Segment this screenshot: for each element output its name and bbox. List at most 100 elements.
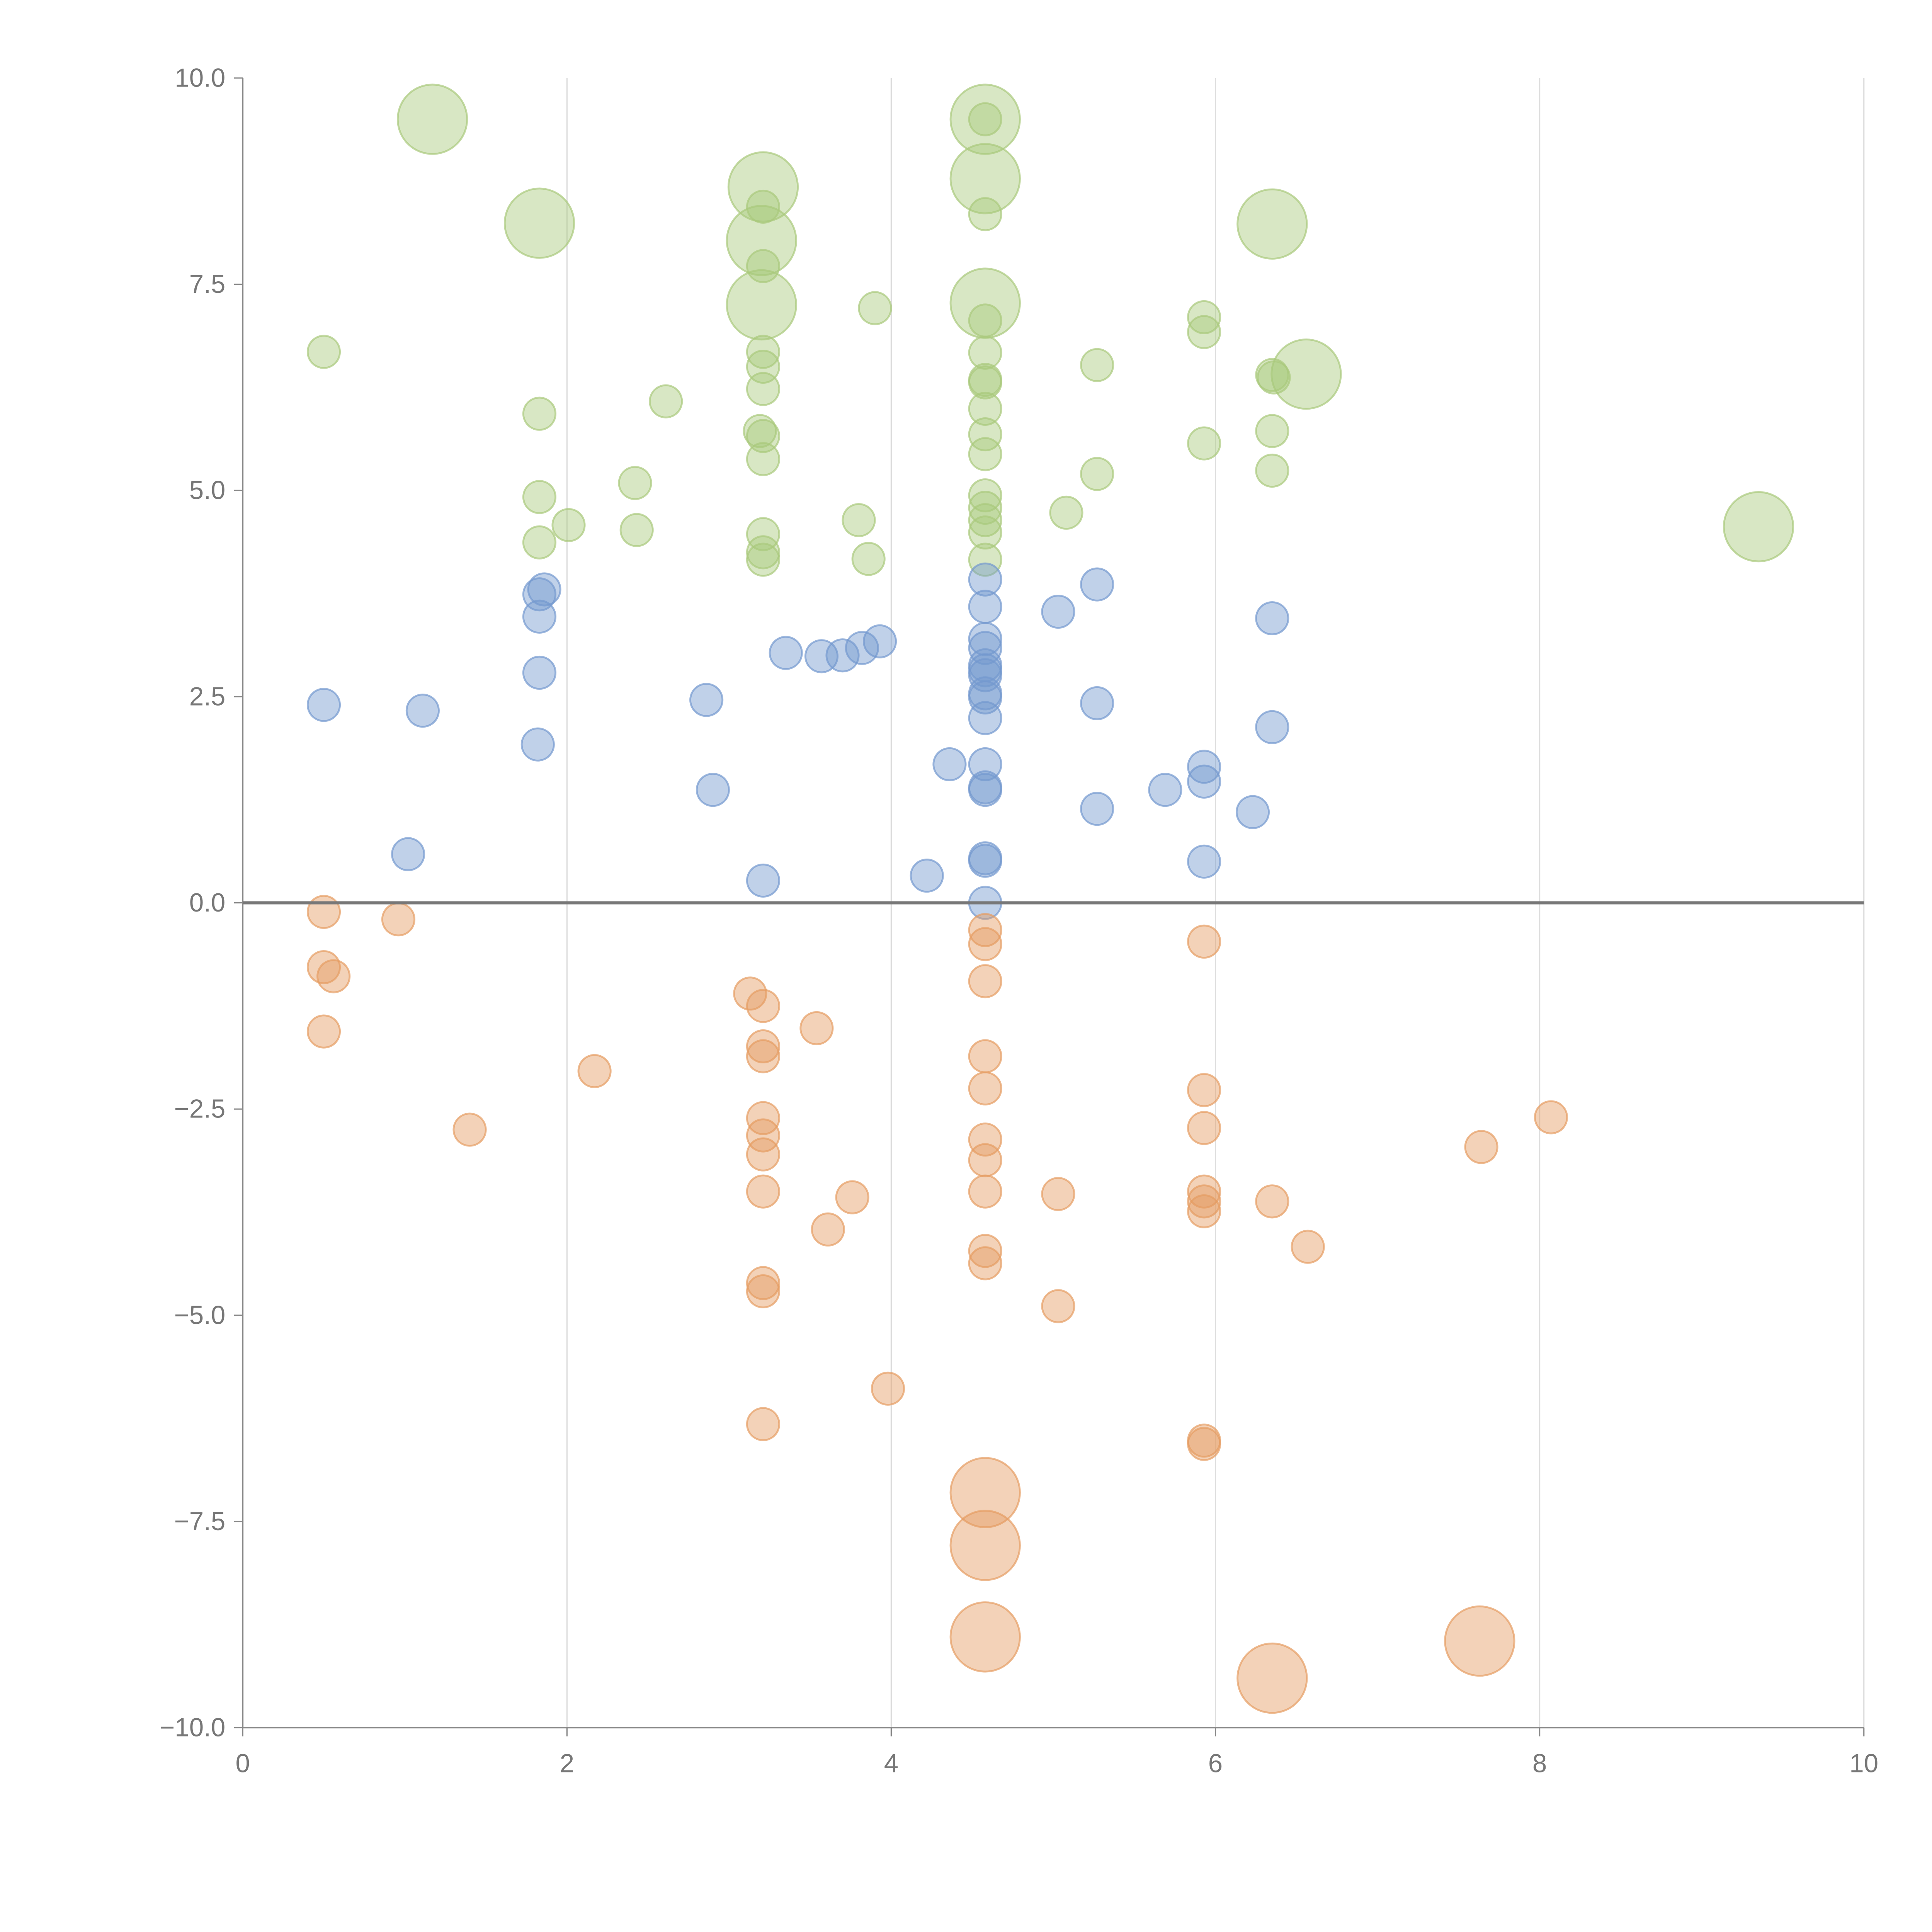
data-point bbox=[396, 83, 468, 155]
data-point bbox=[503, 187, 575, 259]
data-point bbox=[842, 503, 876, 537]
data-point bbox=[1041, 1177, 1075, 1211]
data-point bbox=[811, 1212, 845, 1247]
data-point bbox=[1255, 601, 1289, 636]
data-point bbox=[1464, 1130, 1498, 1164]
data-point bbox=[968, 1143, 1002, 1177]
data-point bbox=[968, 590, 1002, 624]
data-point bbox=[949, 83, 1021, 155]
data-point bbox=[743, 414, 777, 448]
data-point bbox=[746, 1101, 781, 1135]
data-point bbox=[968, 543, 1002, 577]
data-point bbox=[306, 950, 341, 985]
data-point bbox=[527, 572, 561, 607]
data-point bbox=[381, 902, 416, 937]
data-point bbox=[968, 197, 1002, 231]
data-point bbox=[968, 1039, 1002, 1073]
data-point bbox=[522, 480, 557, 514]
data-point bbox=[845, 631, 879, 665]
data-point bbox=[405, 694, 440, 728]
data-point bbox=[520, 727, 555, 762]
data-point bbox=[968, 391, 1002, 426]
data-point bbox=[968, 1122, 1002, 1157]
data-point bbox=[746, 989, 781, 1023]
data-point bbox=[968, 844, 1002, 878]
data-points bbox=[306, 83, 1794, 1714]
data-point bbox=[522, 525, 557, 560]
x-tick-label: 10 bbox=[1849, 1749, 1878, 1778]
data-point bbox=[1270, 338, 1342, 410]
data-point bbox=[968, 913, 1002, 947]
x-tick-label: 0 bbox=[235, 1749, 250, 1778]
data-point bbox=[835, 1180, 869, 1214]
data-point bbox=[968, 102, 1002, 136]
data-point bbox=[306, 895, 341, 929]
data-point bbox=[968, 515, 1002, 550]
data-point bbox=[726, 269, 797, 341]
data-point bbox=[577, 1054, 612, 1088]
data-point bbox=[1187, 426, 1221, 461]
data-point bbox=[306, 688, 341, 722]
x-tick-label: 2 bbox=[560, 1749, 574, 1778]
data-point bbox=[1080, 457, 1114, 491]
data-point bbox=[1255, 453, 1289, 488]
data-point bbox=[968, 1246, 1002, 1281]
data-point bbox=[799, 1011, 834, 1046]
data-point bbox=[1187, 1194, 1221, 1228]
data-point bbox=[696, 773, 730, 807]
data-point bbox=[968, 503, 1002, 537]
data-point bbox=[522, 396, 557, 431]
data-point bbox=[1534, 1100, 1568, 1134]
data-point bbox=[1187, 750, 1221, 784]
data-point bbox=[746, 535, 781, 570]
data-point bbox=[306, 335, 341, 369]
data-point bbox=[391, 837, 425, 871]
data-point bbox=[746, 419, 781, 453]
data-point bbox=[746, 1274, 781, 1309]
y-tick-label: −5.0 bbox=[174, 1301, 225, 1330]
y-tick-label: 5.0 bbox=[189, 476, 226, 505]
data-point bbox=[618, 466, 652, 500]
data-point bbox=[968, 303, 1002, 338]
data-point bbox=[1187, 300, 1221, 335]
data-point bbox=[726, 205, 797, 276]
data-point bbox=[1444, 1605, 1515, 1677]
data-point bbox=[746, 863, 781, 898]
data-point bbox=[522, 599, 557, 634]
x-tick-label: 4 bbox=[884, 1749, 898, 1778]
data-point bbox=[746, 335, 781, 369]
data-point bbox=[825, 638, 860, 673]
data-point bbox=[968, 437, 1002, 471]
data-point bbox=[949, 143, 1021, 214]
data-point bbox=[452, 1112, 487, 1147]
data-point bbox=[1148, 773, 1182, 807]
data-point bbox=[1257, 360, 1291, 395]
data-point bbox=[1255, 358, 1289, 392]
data-point bbox=[1187, 1184, 1221, 1219]
data-point bbox=[858, 291, 892, 325]
data-point bbox=[733, 976, 767, 1011]
data-point bbox=[1187, 764, 1221, 799]
data-point bbox=[746, 1118, 781, 1153]
data-point bbox=[949, 267, 1021, 339]
data-point bbox=[1080, 686, 1114, 721]
data-point bbox=[968, 1071, 1002, 1105]
data-point bbox=[968, 478, 1002, 513]
data-point bbox=[746, 517, 781, 551]
data-point bbox=[1291, 1230, 1325, 1264]
data-point bbox=[1255, 1184, 1289, 1219]
data-point bbox=[1080, 792, 1114, 826]
data-point bbox=[1255, 710, 1289, 744]
data-point bbox=[746, 1029, 781, 1064]
data-point bbox=[1080, 567, 1114, 602]
data-point bbox=[1041, 1289, 1075, 1323]
data-point bbox=[306, 1014, 341, 1049]
y-tick-label: −10.0 bbox=[160, 1713, 225, 1742]
data-point bbox=[968, 701, 1002, 735]
data-point bbox=[769, 636, 803, 670]
data-point bbox=[1187, 1174, 1221, 1209]
data-point bbox=[932, 747, 967, 781]
data-point bbox=[1236, 1642, 1308, 1714]
data-point bbox=[1041, 594, 1075, 629]
